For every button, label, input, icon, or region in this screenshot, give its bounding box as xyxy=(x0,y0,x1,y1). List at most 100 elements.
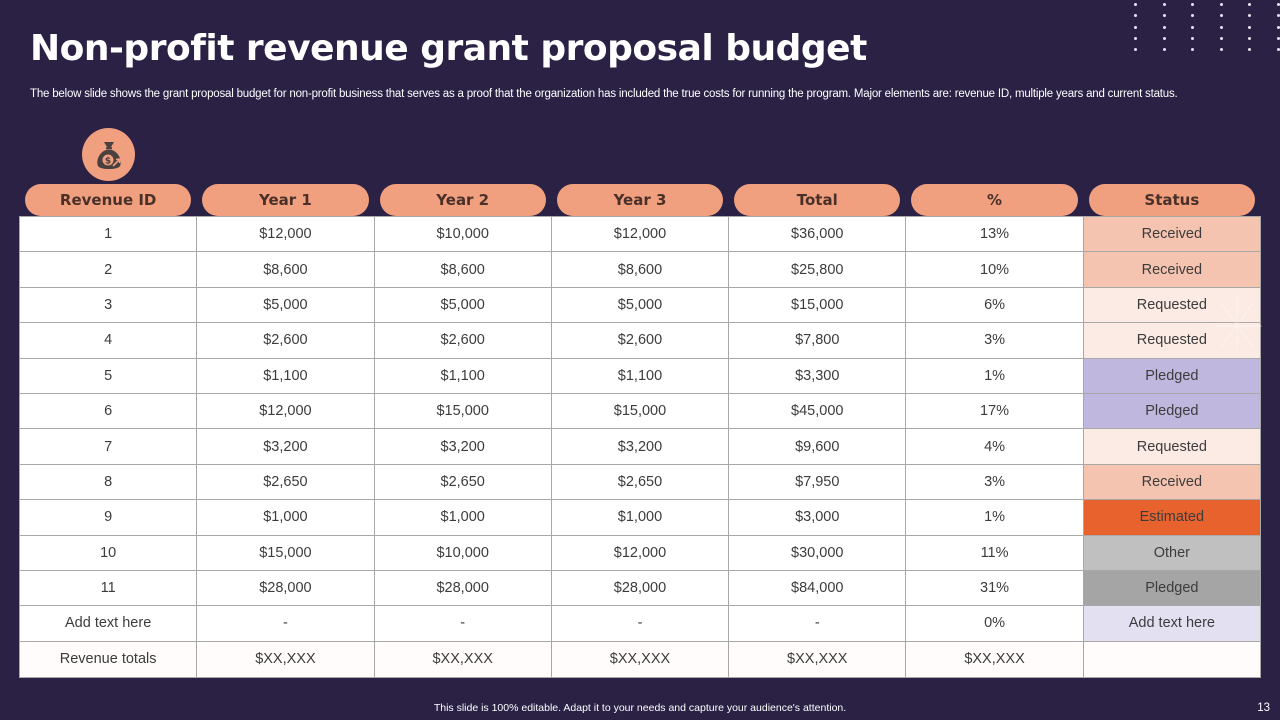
table-header: Revenue ID Year 1 Year 2 Year 3 Total % … xyxy=(25,184,1255,216)
year-2-cell: $2,600 xyxy=(373,322,552,359)
year-3-cell: $3,200 xyxy=(550,428,730,465)
revenue-id-cell: 8 xyxy=(18,463,198,501)
year-1-cell: $8,600 xyxy=(196,251,375,288)
table-row: 1 $12,000 $10,000 $12,000 $36,000 13% Received xyxy=(18,215,1262,253)
percent-cell: 1% xyxy=(905,357,1084,394)
decorative-dot xyxy=(1191,3,1195,6)
decorative-dot xyxy=(1162,3,1166,6)
total-cell: $3,300 xyxy=(728,357,907,394)
revenue-id-cell: 2 xyxy=(18,251,198,288)
decorative-dot xyxy=(1219,3,1223,6)
table-row: Revenue totals $XX,XXX $XX,XXX $XX,XXX $XX,X… xyxy=(18,640,1262,678)
decorative-dot xyxy=(1276,25,1280,29)
total-cell: $84,000 xyxy=(728,569,907,607)
column-header-year-2: Year 2 xyxy=(379,184,546,216)
percent-cell: 6% xyxy=(905,286,1084,324)
year-2-cell: - xyxy=(373,605,552,642)
revenue-id-cell: Revenue totals xyxy=(18,640,198,678)
table-row: 5 $1,100 $1,100 $1,100 $3,300 1% Pledged xyxy=(18,357,1262,394)
year-1-cell: $1,100 xyxy=(196,357,375,394)
total-cell: $XX,XXX xyxy=(728,640,907,678)
status-badge: Received xyxy=(1082,215,1262,253)
percent-cell: 3% xyxy=(905,322,1084,359)
year-2-cell: $1,000 xyxy=(373,499,552,536)
decorative-dot xyxy=(1248,48,1252,52)
decorative-dot xyxy=(1219,25,1223,29)
year-3-cell: $28,000 xyxy=(550,569,730,607)
column-header-percent: % xyxy=(911,184,1078,216)
table-row: 6 $12,000 $15,000 $15,000 $45,000 17% Pledged xyxy=(18,392,1262,430)
revenue-id-cell: 9 xyxy=(18,499,198,536)
table-row: 7 $3,200 $3,200 $3,200 $9,600 4% Requested xyxy=(18,428,1262,465)
status-badge: Add text here xyxy=(1082,605,1262,642)
year-3-cell: $8,600 xyxy=(550,251,730,288)
status-badge: Pledged xyxy=(1082,392,1262,430)
year-1-cell: $5,000 xyxy=(196,286,375,324)
decorative-dot xyxy=(1276,14,1280,18)
decorative-dot xyxy=(1248,3,1252,6)
year-2-cell: $1,100 xyxy=(373,357,552,394)
decorative-dot xyxy=(1191,14,1195,18)
footer-note: This slide is 100% editable. Adapt it to… xyxy=(433,702,847,714)
decorative-dot xyxy=(1219,48,1223,52)
decorative-dot xyxy=(1134,3,1137,6)
table-row: 11 $28,000 $28,000 $28,000 $84,000 31% Pledged xyxy=(18,569,1262,607)
table-row: 2 $8,600 $8,600 $8,600 $25,800 10% Received xyxy=(18,251,1262,288)
percent-cell: 10% xyxy=(905,251,1084,288)
decorative-dot xyxy=(1191,25,1195,29)
percent-cell: $XX,XXX xyxy=(905,640,1084,678)
status-badge: Estimated xyxy=(1082,499,1262,536)
year-1-cell: $2,650 xyxy=(196,463,375,501)
column-header-revenue-id: Revenue ID xyxy=(25,184,192,216)
decorative-dot-grid xyxy=(1134,3,1280,59)
percent-cell: 0% xyxy=(905,605,1084,642)
year-1-cell: - xyxy=(196,605,375,642)
total-cell: $9,600 xyxy=(728,428,907,465)
total-cell: $45,000 xyxy=(728,392,907,430)
slide-title: Non-profit revenue grant proposal budget xyxy=(30,28,867,69)
total-cell: $30,000 xyxy=(728,534,907,571)
year-2-cell: $8,600 xyxy=(373,251,552,288)
year-3-cell: $XX,XXX xyxy=(550,640,730,678)
decorative-dot xyxy=(1162,48,1166,52)
year-3-cell: $1,000 xyxy=(550,499,730,536)
decorative-dot xyxy=(1219,36,1223,40)
revenue-id-cell: Add text here xyxy=(18,605,198,642)
column-header-year-3: Year 3 xyxy=(556,184,724,216)
revenue-id-cell: 4 xyxy=(18,322,198,359)
year-3-cell: $2,650 xyxy=(550,463,730,501)
page-number: 13 xyxy=(1257,702,1270,714)
status-badge: Requested xyxy=(1082,428,1262,465)
year-3-cell: - xyxy=(550,605,730,642)
revenue-id-cell: 7 xyxy=(18,428,198,465)
status-badge: Pledged xyxy=(1082,357,1262,394)
total-cell: $7,950 xyxy=(728,463,907,501)
column-header-year-1: Year 1 xyxy=(202,184,369,216)
percent-cell: 17% xyxy=(905,392,1084,430)
year-1-cell: $12,000 xyxy=(196,392,375,430)
decorative-dot xyxy=(1248,25,1252,29)
decorative-dot xyxy=(1276,36,1280,40)
decorative-dot xyxy=(1134,25,1137,29)
decorative-dot xyxy=(1162,14,1166,18)
total-cell: $36,000 xyxy=(728,215,907,253)
total-cell: $3,000 xyxy=(728,499,907,536)
year-2-cell: $15,000 xyxy=(373,392,552,430)
revenue-id-cell: 11 xyxy=(18,569,198,607)
decorative-dot xyxy=(1162,36,1166,40)
percent-cell: 1% xyxy=(905,499,1084,536)
column-header-status: Status xyxy=(1088,184,1255,216)
year-1-cell: $XX,XXX xyxy=(196,640,375,678)
percent-cell: 11% xyxy=(905,534,1084,571)
year-2-cell: $5,000 xyxy=(373,286,552,324)
decorative-dot xyxy=(1162,25,1166,29)
decorative-dot xyxy=(1248,14,1252,18)
revenue-id-cell: 1 xyxy=(18,215,198,253)
decorative-dot xyxy=(1276,48,1280,52)
table-row: 9 $1,000 $1,000 $1,000 $3,000 1% Estimated xyxy=(18,499,1262,536)
total-cell: $25,800 xyxy=(728,251,907,288)
table-row: Add text here - - - -0% Add text here xyxy=(18,605,1262,642)
budget-table: 1 $12,000 $10,000 $12,000 $36,000 13% Received… xyxy=(18,215,1262,678)
money-bag-growth-icon: $ xyxy=(82,128,135,181)
slide-subtitle: The below slide shows the grant proposal… xyxy=(30,88,1178,100)
